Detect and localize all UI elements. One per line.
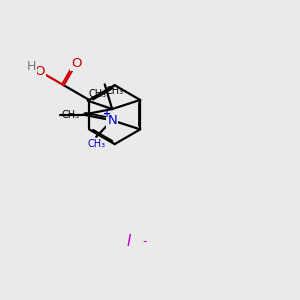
Text: CH₃: CH₃: [62, 110, 80, 120]
Text: I: I: [126, 234, 131, 249]
Text: N: N: [107, 114, 117, 127]
Text: +: +: [103, 109, 111, 119]
Text: -: -: [142, 235, 147, 248]
Text: H: H: [27, 60, 36, 73]
Text: CH₃: CH₃: [88, 89, 107, 99]
Text: O: O: [34, 65, 45, 78]
Text: CH₃: CH₃: [87, 139, 105, 149]
Text: O: O: [71, 57, 81, 70]
Text: CH₃: CH₃: [106, 86, 124, 96]
